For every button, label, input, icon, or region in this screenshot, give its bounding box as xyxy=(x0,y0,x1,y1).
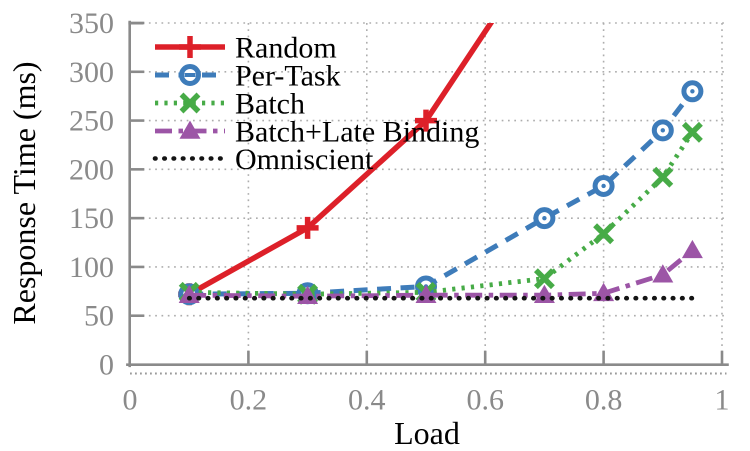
gridlines xyxy=(130,22,727,365)
y-tick-label: 0 xyxy=(99,349,114,382)
legend-label-batch-late-binding: Batch+Late Binding xyxy=(235,116,479,149)
legend-item-per-task: Per-Task xyxy=(155,60,341,93)
legend-label-per-task: Per-Task xyxy=(235,60,341,93)
x-tick-label: 1 xyxy=(715,384,730,417)
x-tick-label: 0.6 xyxy=(466,384,504,417)
y-tick-label: 200 xyxy=(69,153,114,186)
x-tick-label: 0.2 xyxy=(230,384,268,417)
y-tick-label: 300 xyxy=(69,56,114,89)
legend-item-batch: Batch xyxy=(155,88,305,121)
y-tick-label: 350 xyxy=(69,7,114,40)
y-tick-label: 250 xyxy=(69,105,114,138)
x-axis-title: Load xyxy=(394,415,460,451)
y-tick-label: 50 xyxy=(84,300,114,333)
tick-labels: 0 50 100 150 200 250 300 350 0 0.2 0.4 0.6 0.8 1 xyxy=(69,7,730,417)
series-line-random xyxy=(187,23,495,297)
legend-item-random: Random xyxy=(155,32,337,65)
x-tick-label: 0 xyxy=(123,384,138,417)
legend-label-omniscient: Omniscient xyxy=(235,143,374,176)
y-axis-title: Response Time (ms) xyxy=(6,61,42,325)
legend-item-batch-late-binding: Batch+Late Binding xyxy=(155,116,479,149)
axis-spines-and-ticks xyxy=(126,20,729,368)
x-tick-label: 0.4 xyxy=(348,384,386,417)
x-tick-label: 0.8 xyxy=(585,384,623,417)
series-line-batch-late-binding xyxy=(189,248,694,299)
legend-item-omniscient: Omniscient xyxy=(152,143,374,176)
y-tick-label: 100 xyxy=(69,251,114,284)
legend-label-random: Random xyxy=(235,32,337,65)
legend-label-batch: Batch xyxy=(235,88,305,121)
y-tick-label: 150 xyxy=(69,202,114,235)
